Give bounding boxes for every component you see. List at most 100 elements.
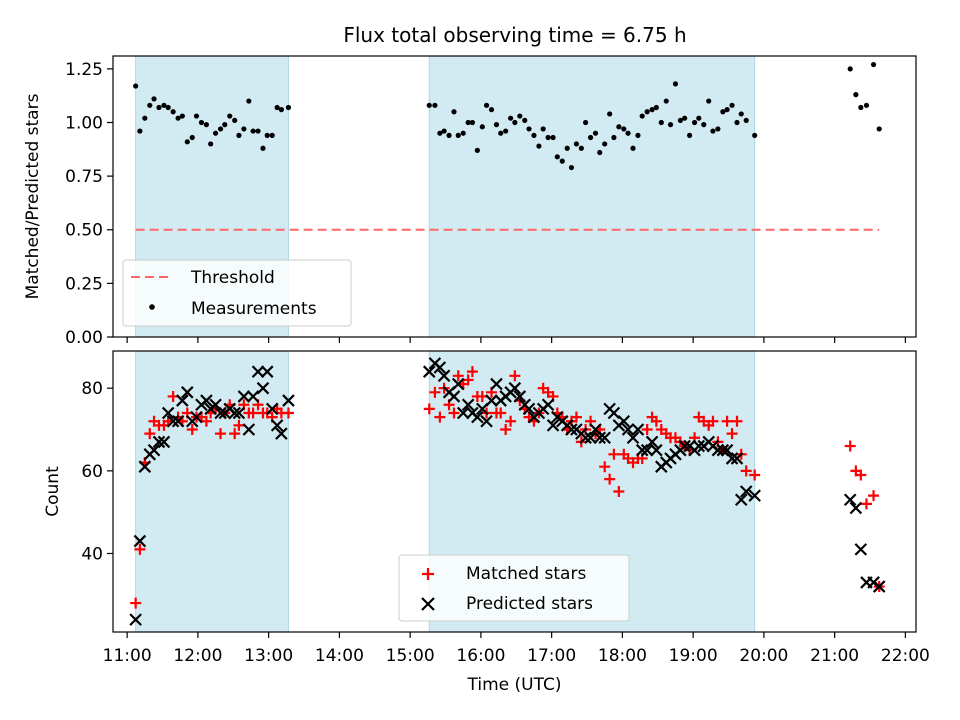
legend-matched-swatch (422, 568, 434, 580)
bottom-y-tick-label: 60 (81, 462, 103, 482)
bottom-y-tick-label: 80 (81, 379, 103, 399)
predicted-star-point (152, 435, 166, 449)
predicted-star-point (456, 406, 470, 420)
measurement-point (161, 102, 167, 108)
measurement-point (847, 66, 853, 72)
predicted-star-point (584, 431, 597, 445)
predicted-star-point (270, 419, 284, 432)
predicted-star-point (565, 423, 578, 436)
measurement-point (203, 122, 209, 128)
measurement-point (545, 134, 551, 141)
measurement-point (179, 113, 185, 119)
matched-star-point (495, 407, 507, 419)
measurement-point (621, 126, 627, 132)
predicted-star-point (282, 394, 295, 407)
top-y-tick-label: 0.00 (65, 328, 103, 348)
x-tick-label: 19:00 (669, 646, 718, 666)
predicted-star-point (843, 493, 857, 507)
x-tick-label: 15:00 (386, 646, 435, 666)
measurement-point (137, 128, 143, 134)
predicted-star-point (461, 398, 475, 411)
measurement-point (426, 102, 432, 108)
measurement-point (222, 122, 228, 128)
measurement-point (876, 126, 882, 132)
top-y-tick-label: 0.75 (65, 167, 103, 187)
predicted-star-point (522, 402, 536, 416)
measurement-point (691, 119, 698, 126)
measurement-point (156, 104, 162, 111)
measurement-point (260, 145, 266, 151)
measurement-point (151, 96, 157, 102)
matched-star-point (749, 469, 761, 481)
predicted-star-point (161, 406, 175, 420)
measurement-point (437, 130, 443, 136)
measurement-point (189, 134, 195, 141)
predicted-star-point (631, 423, 645, 436)
legend-measurements-label: Measurements (191, 299, 317, 319)
measurement-point (522, 117, 528, 123)
measurement-point (607, 111, 613, 117)
predicted-star-point (246, 390, 260, 403)
measurement-point (602, 141, 608, 147)
predicted-star-point (433, 361, 447, 374)
predicted-star-point (645, 435, 659, 449)
predicted-star-point (451, 377, 465, 391)
measurement-point (498, 130, 504, 136)
predicted-star-point (237, 390, 251, 403)
measurement-point (578, 145, 584, 151)
predicted-star-point (720, 443, 734, 457)
measurement-point (241, 126, 247, 132)
top-panel-ratio: 0.00 0.25 0.50 0.75 1.00 1.25 Matched/Predict… (23, 55, 917, 348)
matched-star-point (860, 498, 872, 510)
matched-star-point (505, 415, 517, 427)
predicted-star-point (200, 394, 213, 407)
measurement-point (710, 128, 716, 134)
predicted-star-point (480, 414, 493, 428)
measurement-point (246, 98, 252, 104)
top-panel-legend: Threshold Measurements (122, 259, 352, 327)
predicted-star-point (214, 406, 227, 420)
x-tick-label: 18:00 (598, 646, 647, 666)
predicted-star-point (157, 435, 171, 449)
matched-star-point (570, 411, 582, 423)
matched-star-point (130, 597, 142, 609)
predicted-star-point (678, 439, 691, 453)
measurement-point (550, 134, 556, 141)
measurement-point (217, 126, 224, 132)
predicted-star-point (508, 381, 522, 395)
predicted-star-point (598, 431, 611, 445)
measurement-point (715, 126, 721, 132)
predicted-star-point (437, 369, 451, 383)
predicted-star-point (138, 460, 152, 473)
measurement-point (724, 107, 730, 113)
measurement-point (677, 117, 684, 123)
predicted-star-point (635, 443, 649, 457)
matched-star-point (452, 370, 464, 382)
matched-star-point (462, 374, 474, 386)
predicted-star-point (256, 381, 270, 395)
measurement-point (696, 115, 702, 121)
measurement-point (212, 130, 219, 136)
matched-star-point (707, 415, 719, 427)
predicted-star-point (485, 394, 498, 407)
predicted-star-point (546, 419, 560, 432)
predicted-star-point (181, 386, 194, 399)
measurement-point (508, 115, 514, 121)
predicted-star-point (242, 423, 256, 436)
top-panel-series (133, 61, 882, 231)
measurement-point (853, 92, 859, 98)
measurement-point (682, 115, 688, 121)
measurement-point (455, 132, 461, 138)
legend-matched-label: Matched stars (466, 564, 586, 584)
measurement-point (687, 132, 693, 138)
matched-star-point (186, 424, 198, 436)
measurement-point (649, 107, 655, 113)
matched-star-point (868, 490, 880, 502)
measurement-point (592, 130, 599, 136)
measurement-point (587, 134, 594, 141)
top-y-tick-label: 0.50 (65, 221, 103, 241)
measurement-point (658, 119, 664, 126)
matched-star-point (726, 428, 738, 440)
matched-star-point (599, 461, 611, 473)
predicted-star-point (129, 613, 142, 626)
